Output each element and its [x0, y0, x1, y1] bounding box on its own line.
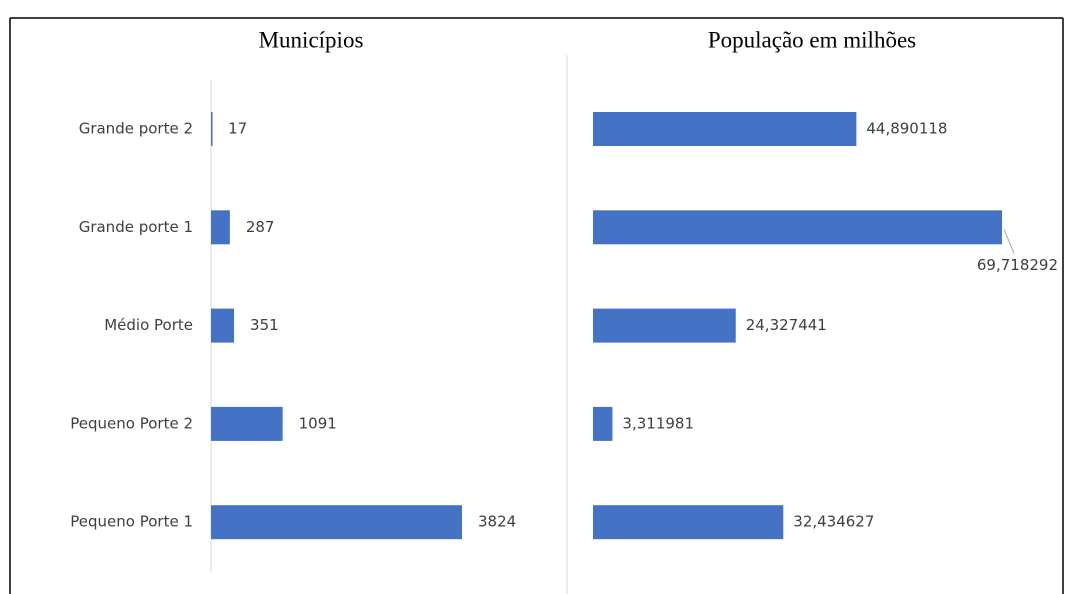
y-tick-label: Médio Porte: [104, 316, 193, 334]
bar: [211, 505, 463, 540]
data-label: 17: [228, 120, 247, 138]
y-tick-label: Grande porte 1: [79, 218, 193, 236]
y-tick-label: Pequeno Porte 1: [70, 513, 193, 531]
data-label: 1091: [299, 414, 337, 432]
y-tick-label: Pequeno Porte 2: [70, 414, 193, 432]
data-label: 287: [246, 218, 275, 236]
bar: [211, 406, 283, 441]
bar: [593, 210, 1003, 245]
bar: [211, 308, 235, 343]
data-label: 351: [250, 316, 279, 334]
bar: [593, 505, 784, 540]
bar: [211, 112, 213, 146]
data-label: 3,311981: [622, 414, 694, 432]
bar: [593, 112, 857, 146]
data-label: 69,718292: [977, 256, 1058, 274]
bar: [593, 406, 613, 441]
data-label: 3824: [478, 513, 516, 531]
bar: [593, 308, 736, 343]
chart-title: Municípios: [259, 27, 364, 52]
chart-title: População em milhões: [708, 27, 916, 52]
data-label: 44,890118: [866, 120, 947, 138]
leader-line: [1003, 229, 1015, 254]
data-label: 24,327441: [746, 316, 827, 334]
y-tick-label: Grande porte 2: [79, 120, 193, 138]
bar: [211, 210, 230, 245]
data-label: 32,434627: [793, 513, 874, 531]
